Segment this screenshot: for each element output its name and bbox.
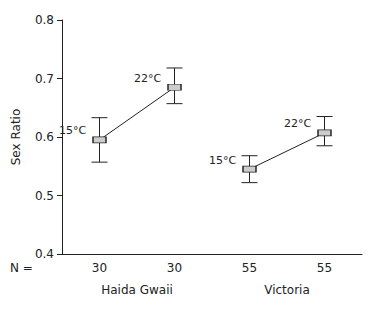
svg-text:0.5: 0.5 bbox=[35, 189, 54, 203]
svg-text:Haida Gwaii: Haida Gwaii bbox=[101, 283, 173, 297]
svg-text:15°C: 15°C bbox=[209, 154, 236, 167]
svg-text:N =: N = bbox=[10, 261, 33, 275]
svg-text:30: 30 bbox=[92, 261, 107, 275]
svg-text:0.4: 0.4 bbox=[35, 247, 54, 261]
svg-text:0.6: 0.6 bbox=[35, 130, 54, 144]
svg-text:55: 55 bbox=[317, 261, 332, 275]
svg-text:Sex Ratio: Sex Ratio bbox=[9, 109, 23, 166]
svg-text:0.7: 0.7 bbox=[35, 72, 54, 86]
svg-text:15°C: 15°C bbox=[59, 124, 86, 137]
svg-text:0.8: 0.8 bbox=[35, 13, 54, 27]
svg-text:Victoria: Victoria bbox=[264, 283, 310, 297]
svg-text:22°C: 22°C bbox=[284, 117, 311, 130]
svg-text:22°C: 22°C bbox=[134, 72, 161, 85]
svg-text:55: 55 bbox=[242, 261, 257, 275]
svg-text:30: 30 bbox=[167, 261, 182, 275]
